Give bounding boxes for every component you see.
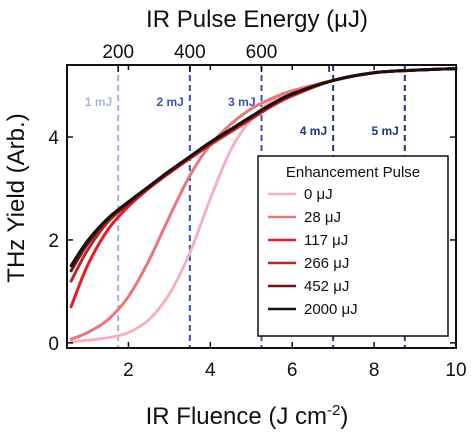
legend-box	[257, 155, 449, 337]
top-tick-label-3: 600	[246, 42, 278, 63]
series-lines	[69, 67, 458, 344]
legend-title: Enhancement Pulse	[286, 164, 420, 181]
top-axis-label: IR Pulse Energy (μJ)	[146, 6, 368, 33]
x-tick-label-5: 10	[445, 360, 466, 381]
vline-label-2: 2 mJ	[156, 95, 183, 109]
y-axis-ticks: 0 2 4	[48, 128, 456, 355]
legend-label-2: 28 μJ	[304, 209, 341, 226]
legend: Enhancement Pulse 0 μJ 28 μJ 117 μJ 266 μJ 4…	[257, 155, 449, 337]
vline-label-1: 1 mJ	[85, 95, 112, 109]
legend-items: 0 μJ 28 μJ 117 μJ 266 μJ 452 μJ 2000 μJ	[268, 186, 358, 318]
top-axis-ticks: 200 400 600	[102, 42, 330, 72]
legend-label-6: 2000 μJ	[304, 301, 358, 318]
legend-label-1: 0 μJ	[304, 186, 333, 203]
y-axis-label: THz Yield (Arb.)	[3, 113, 30, 282]
series-line-6	[69, 67, 458, 268]
top-tick-label-1: 200	[102, 42, 134, 63]
x-axis-label-close: )	[340, 403, 348, 430]
y-tick-label-1: 0	[48, 334, 59, 355]
legend-label-5: 452 μJ	[304, 278, 349, 295]
x-tick-label-2: 4	[205, 360, 216, 381]
x-tick-label-1: 2	[123, 360, 134, 381]
x-axis-label: IR Fluence (J cm-2)	[146, 402, 349, 430]
legend-label-4: 266 μJ	[304, 255, 349, 272]
top-tick-label-2: 400	[174, 42, 206, 63]
vertical-line-labels: 1 mJ 2 mJ 3 mJ 4 mJ 5 mJ	[85, 95, 399, 138]
y-tick-label-2: 2	[48, 231, 59, 252]
y-tick-label-3: 4	[48, 128, 59, 149]
vline-label-3: 3 mJ	[228, 95, 255, 109]
vline-label-5: 5 mJ	[371, 124, 398, 138]
x-axis-label-main: IR Fluence (J cm	[146, 403, 327, 430]
vline-label-4: 4 mJ	[300, 124, 327, 138]
x-tick-label-4: 8	[369, 360, 380, 381]
x-tick-label-3: 6	[287, 360, 298, 381]
x-axis-ticks: 2 4 6 8 10	[123, 65, 467, 381]
x-axis-label-exponent: -2	[327, 402, 340, 419]
legend-label-3: 117 μJ	[304, 232, 348, 249]
